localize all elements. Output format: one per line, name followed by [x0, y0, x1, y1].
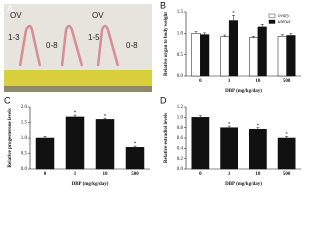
y-tick-label: 1.0: [21, 136, 28, 141]
legend-swatch: [268, 13, 276, 18]
ruler: [4, 70, 152, 86]
y-tick-label: 1.0: [177, 31, 184, 36]
x-tick-label: 1: [74, 172, 77, 177]
bar: [125, 147, 145, 170]
figure: OV 1-3 0-8 OV 1-5 0-8 A B C D 0.0 0.5 1.0 1…: [4, 0, 301, 187]
bar: [220, 127, 238, 170]
photo-text: 0-8: [126, 41, 138, 50]
significance: *: [285, 133, 288, 138]
x-tick-label: 1: [228, 79, 231, 84]
x-axis-label: DBP (mg/kg/day): [225, 182, 262, 187]
significance: *: [74, 111, 77, 116]
x-tick-label: 1: [228, 172, 231, 177]
x-tick-label: 0: [44, 172, 47, 177]
bar: [286, 35, 296, 77]
y-tick-label: 0.0: [21, 167, 28, 172]
bar: [35, 137, 55, 170]
y-tick-label: 1.5: [21, 121, 28, 126]
x-tick-label: 500: [283, 172, 291, 177]
bar: [249, 37, 259, 77]
y-tick-label: 0.5: [21, 152, 28, 157]
legend-label: ovary: [278, 14, 290, 19]
y-tick-label: 1.0: [177, 115, 184, 120]
significance: *: [134, 142, 137, 147]
x-tick-label: 10: [255, 172, 261, 177]
x-tick-label: 500: [283, 79, 291, 84]
significance: *: [228, 122, 231, 127]
panel-label: C: [4, 95, 11, 105]
bar: [200, 34, 210, 77]
y-tick-label: 2.0: [21, 105, 28, 110]
photo-text: 1-5: [88, 33, 100, 42]
y-tick-label: 0.6: [177, 136, 184, 141]
bar: [65, 116, 85, 170]
y-tick-label: 1.5: [177, 10, 184, 15]
tissue: [60, 24, 84, 67]
x-tick-label: 0: [199, 172, 202, 177]
panel-label: B: [160, 0, 166, 10]
x-axis-label: DBP (mg/kg/day): [72, 182, 109, 187]
y-axis-label: Relative progesterone levels: [8, 108, 13, 167]
panel-label: D: [160, 95, 167, 105]
x-tick-label: 0: [199, 79, 202, 84]
y-tick-label: 0.4: [177, 146, 184, 151]
x-tick-label: 10: [255, 79, 261, 84]
bar: [228, 20, 238, 77]
x-tick-label: 10: [103, 172, 109, 177]
bar: [277, 36, 287, 77]
photo-text: 0-8: [46, 41, 58, 50]
legend-label: uterus: [278, 20, 291, 25]
y-tick-label: 0.8: [177, 126, 184, 131]
tissue: [96, 24, 120, 67]
tissue: [18, 24, 42, 67]
ruler-edge: [4, 86, 152, 92]
legend-swatch: [268, 19, 276, 24]
panel-label: A: [7, 3, 13, 13]
bar: [191, 117, 210, 170]
photo-text: OV: [10, 11, 22, 20]
bar: [257, 26, 267, 77]
significance: *: [104, 114, 107, 119]
significance: *: [257, 124, 260, 129]
y-tick-label: 0.0: [177, 167, 184, 172]
y-axis-label: Relative organ to body weight: [164, 12, 169, 76]
y-tick-label: 1.2: [177, 105, 184, 110]
x-axis-label: DBP (mg/kg/day): [225, 89, 262, 94]
y-tick-label: 0.5: [177, 53, 184, 58]
photo-panel: OV 1-3 0-8 OV 1-5 0-8 A: [4, 3, 152, 92]
x-tick-label: 500: [131, 172, 139, 177]
bar: [95, 119, 115, 170]
y-tick-label: 0.0: [177, 74, 184, 79]
significance: *: [232, 12, 235, 17]
photo-text: 1-3: [8, 33, 20, 42]
y-tick-label: 0.2: [177, 157, 184, 162]
bar: [277, 137, 296, 170]
bar: [220, 36, 230, 77]
bar: [249, 128, 267, 170]
y-axis-label: Relative estradiol levels: [164, 113, 169, 163]
photo-text: OV: [92, 11, 104, 20]
bar: [191, 33, 201, 77]
